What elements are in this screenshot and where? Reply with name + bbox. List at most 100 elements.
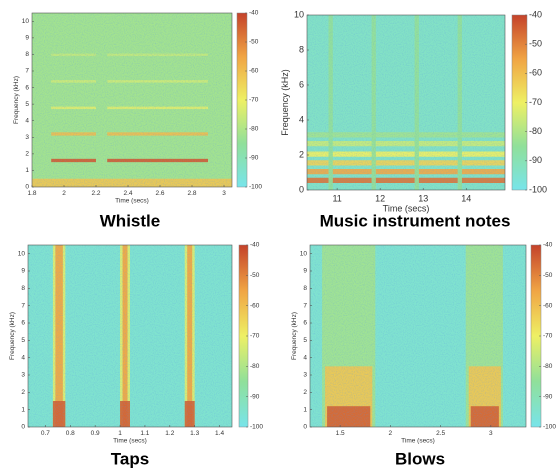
x-tick-label: 2.5 [436,430,445,437]
y-tick-label: 0 [25,184,29,191]
y-tick-label: 5 [25,101,29,108]
colorbar-tick-label: -60 [250,302,260,309]
y-tick-label: 4 [25,117,29,124]
colorbar-tick-label: -40 [249,10,259,17]
x-tick-label: 0.7 [41,430,50,437]
colorbar-tick-label: -90 [543,393,553,400]
colorbar-tick-label: -50 [529,39,542,49]
colorbar-tick-label: -100 [249,184,262,191]
x-tick-label: 0.9 [91,430,100,437]
y-tick-label: 2 [21,389,25,396]
noise-texture [32,13,232,187]
colorbar-tick-label: -70 [543,333,553,340]
colorbar-tick-label: -40 [543,242,553,249]
x-tick-label: 13 [418,193,428,203]
caption: Whistle [100,211,160,230]
y-tick-label: 0 [21,424,25,431]
noise-texture [28,245,232,427]
y-tick-label: 8 [303,285,307,292]
y-tick-label: 1 [303,406,307,413]
x-tick-label: 14 [461,193,471,203]
y-tick-label: 3 [25,134,29,141]
colorbar-tick-label: -40 [529,9,542,19]
colorbar-tick-label: -40 [250,242,260,249]
x-tick-label: 2.4 [123,190,132,197]
y-tick-label: 2 [303,389,307,396]
x-axis-label: Time (secs) [113,437,147,444]
caption: Music instrument notes [320,211,511,230]
y-tick-label: 7 [25,68,29,75]
y-tick-label: 9 [25,35,29,42]
x-tick-label: 2.6 [155,190,164,197]
plot-area [307,15,505,190]
x-tick-label: 2 [62,190,66,197]
colorbar-tick-label: -70 [529,97,542,107]
y-axis-label: Frequency (kHz) [13,76,20,124]
colorbar-tick-label: -50 [543,272,553,279]
y-tick-label: 8 [25,51,29,58]
y-axis-label: Frequency (kHz) [9,312,16,360]
plot-area [32,13,232,187]
y-tick-label: 9 [303,268,307,275]
caption: Blows [395,449,445,468]
x-tick-label: 2 [389,430,393,437]
y-tick-label: 1 [25,167,29,174]
plot-area [28,245,232,427]
y-tick-label: 2 [299,149,304,159]
colorbar-tick-label: -60 [529,68,542,78]
noise-texture [310,245,526,427]
y-tick-label: 0 [303,424,307,431]
y-tick-label: 6 [303,320,307,327]
y-tick-label: 4 [21,354,25,361]
colorbar-tick-label: -80 [543,363,553,370]
y-tick-label: 10 [300,250,308,257]
y-tick-label: 7 [21,302,25,309]
y-tick-label: 4 [299,114,304,124]
x-tick-label: 1.8 [27,190,36,197]
x-tick-label: 12 [375,193,385,203]
colorbar-tick-label: -90 [250,393,260,400]
colorbar-tick-label: -100 [543,424,556,431]
x-axis-label: Time (secs) [401,437,435,444]
x-tick-label: 2.2 [91,190,100,197]
colorbar-tick-label: -60 [249,68,259,75]
y-tick-label: 7 [303,302,307,309]
colorbar-tick-label: -50 [250,272,260,279]
y-tick-label: 5 [21,337,25,344]
y-tick-label: 3 [303,372,307,379]
y-tick-label: 10 [18,250,26,257]
y-tick-label: 0 [299,184,304,194]
colorbar-tick-label: -100 [529,184,547,194]
x-tick-label: 2.8 [187,190,196,197]
colorbar-tick-label: -100 [250,424,263,431]
y-tick-label: 8 [299,44,304,54]
colorbar-tick-label: -50 [249,39,259,46]
y-axis-label: Frequency (kHz) [280,69,290,136]
colorbar-tick-label: -60 [543,302,553,309]
y-tick-label: 6 [299,79,304,89]
x-tick-label: 1 [118,430,122,437]
x-tick-label: 1.3 [190,430,199,437]
x-tick-label: 0.8 [66,430,75,437]
colorbar-tick-label: -80 [250,363,260,370]
y-tick-label: 10 [294,9,304,19]
noise-texture [307,15,505,190]
y-tick-label: 5 [303,337,307,344]
colorbar-tick-label: -80 [249,126,259,133]
colorbar-tick-label: -80 [529,126,542,136]
y-tick-label: 8 [21,285,25,292]
x-axis-label: Time (secs) [115,197,149,204]
y-tick-label: 6 [21,320,25,327]
y-tick-label: 6 [25,84,29,91]
colorbar [512,15,527,190]
x-tick-label: 3 [222,190,226,197]
y-tick-label: 2 [25,151,29,158]
colorbar-tick-label: -90 [249,155,259,162]
plot-area [310,245,526,427]
colorbar-tick-label: -90 [529,155,542,165]
caption: Taps [111,449,149,468]
x-tick-label: 11 [332,193,341,203]
x-tick-label: 3 [489,430,493,437]
colorbar-tick-label: -70 [250,333,260,340]
x-tick-label: 1.5 [336,430,345,437]
